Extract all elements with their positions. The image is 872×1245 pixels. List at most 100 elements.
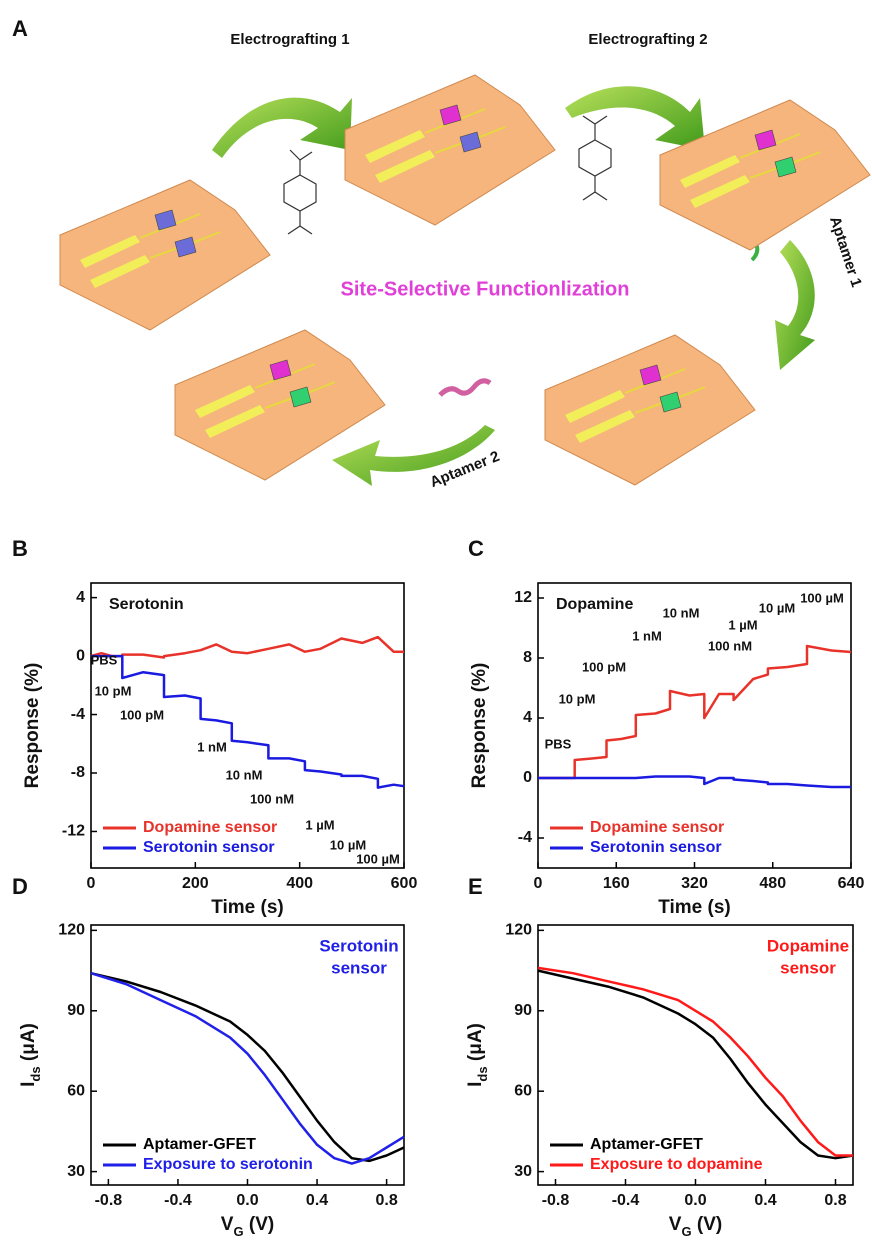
legend-label: Dopamine sensor [590, 819, 724, 836]
annotation: PBS [545, 736, 572, 751]
legend-label: Dopamine sensor [143, 819, 277, 836]
chip [545, 335, 755, 485]
y-tick-label: 0 [76, 647, 85, 664]
legend-label: Exposure to serotonin [143, 1156, 313, 1173]
label-part: (μA) [465, 1023, 486, 1066]
y-tick-label: -8 [71, 764, 85, 781]
x-tick-label: 0.4 [306, 1192, 328, 1209]
x-tick-label: 0.0 [684, 1192, 706, 1209]
panel-label: B [12, 536, 28, 561]
annotation: 10 µM [330, 837, 366, 852]
annotation: PBS [91, 652, 118, 667]
x-tick-label: 160 [603, 875, 630, 892]
y-axis-title: Ids (μA) [465, 1023, 490, 1087]
series-line [538, 968, 853, 1156]
x-tick-label: 0 [87, 875, 96, 892]
center-label: Site-Selective Functionlization [341, 278, 630, 300]
panel-label: E [468, 874, 483, 899]
y-tick-label: -12 [62, 823, 85, 840]
x-tick-label: -0.4 [164, 1192, 192, 1209]
annotation: 10 pM [95, 683, 132, 698]
y-tick-label: 8 [523, 649, 532, 666]
chart-title: sensor [331, 958, 387, 977]
label-part: V [221, 1214, 234, 1235]
annotation: 10 nM [663, 605, 700, 620]
annotation: 10 pM [559, 691, 596, 706]
x-tick-label: 0.8 [375, 1192, 397, 1209]
annotation: 100 µM [356, 851, 400, 866]
chip [345, 75, 555, 225]
series-line [91, 973, 404, 1161]
y-axis-title: Ids (μA) [18, 1023, 43, 1087]
panel-label: D [12, 874, 28, 899]
y-tick-label: 90 [67, 1002, 85, 1019]
y-tick-label: -4 [518, 829, 532, 846]
chart-title: Dopamine [556, 596, 633, 613]
step-label: Electrografting 1 [230, 31, 349, 48]
label-part: Time (s) [658, 897, 731, 918]
step-label: Electrografting 2 [588, 31, 707, 48]
annotation: 100 µM [800, 590, 844, 605]
y-tick-label: 60 [514, 1082, 532, 1099]
aptamer [440, 381, 490, 395]
x-tick-label: 480 [759, 875, 786, 892]
y-tick-label: -4 [71, 706, 85, 723]
annotation: 10 µM [759, 600, 795, 615]
arrow [332, 425, 495, 486]
x-tick-label: 200 [182, 875, 209, 892]
x-tick-label: -0.8 [542, 1192, 570, 1209]
series-line [538, 777, 851, 788]
annotation: 1 nM [197, 739, 227, 754]
x-tick-label: 400 [286, 875, 313, 892]
label-part: G [233, 1224, 243, 1239]
x-tick-label: 640 [838, 875, 865, 892]
y-tick-label: 12 [514, 589, 532, 606]
series-line [538, 971, 853, 1159]
x-axis-title: VG (V) [221, 1214, 274, 1239]
step-label: Aptamer 1 [826, 214, 865, 289]
y-tick-label: 120 [58, 922, 85, 939]
legend-label: Serotonin sensor [590, 839, 722, 856]
label-part: ds [28, 1066, 43, 1081]
x-tick-label: 0.8 [824, 1192, 846, 1209]
chart-title: Serotonin [109, 596, 184, 613]
chart-title: Dopamine [767, 936, 849, 955]
annotation: 100 nM [708, 638, 752, 653]
label-part: Response (%) [22, 663, 43, 789]
label-part: (V) [244, 1214, 275, 1235]
y-axis-title: Response (%) [22, 663, 43, 789]
chart-title: Serotonin [319, 936, 398, 955]
legend-label: Aptamer-GFET [143, 1136, 256, 1153]
x-tick-label: 0.4 [754, 1192, 776, 1209]
panel-label: A [12, 16, 28, 41]
x-tick-label: 600 [391, 875, 418, 892]
y-axis-title: Response (%) [469, 663, 490, 789]
annotation: 100 pM [120, 707, 164, 722]
label-part: ds [475, 1066, 490, 1081]
x-axis-title: VG (V) [669, 1214, 722, 1239]
chip [60, 180, 270, 330]
figure: A Electrografting 1 Electrografting 2 Ap… [0, 0, 872, 1245]
y-tick-label: 4 [76, 589, 85, 606]
label-part: G [681, 1224, 691, 1239]
legend-label: Aptamer-GFET [590, 1136, 703, 1153]
y-tick-label: 90 [514, 1002, 532, 1019]
y-tick-label: 120 [505, 922, 532, 939]
annotation: 1 nM [632, 628, 662, 643]
label-part: Response (%) [469, 663, 490, 789]
legend-label: Serotonin sensor [143, 839, 275, 856]
y-tick-label: 30 [514, 1163, 532, 1180]
x-tick-label: 320 [681, 875, 708, 892]
arrow [775, 240, 815, 370]
label-part: V [669, 1214, 682, 1235]
x-axis-title: Time (s) [211, 897, 284, 918]
label-part: (V) [692, 1214, 723, 1235]
arrow [212, 98, 352, 158]
series-line [91, 973, 404, 1163]
x-axis-title: Time (s) [658, 897, 731, 918]
y-tick-label: 30 [67, 1163, 85, 1180]
label-part: (μA) [18, 1023, 39, 1066]
annotation: 10 nM [226, 767, 263, 782]
y-tick-label: 4 [523, 709, 532, 726]
annotation: 100 nM [250, 791, 294, 806]
